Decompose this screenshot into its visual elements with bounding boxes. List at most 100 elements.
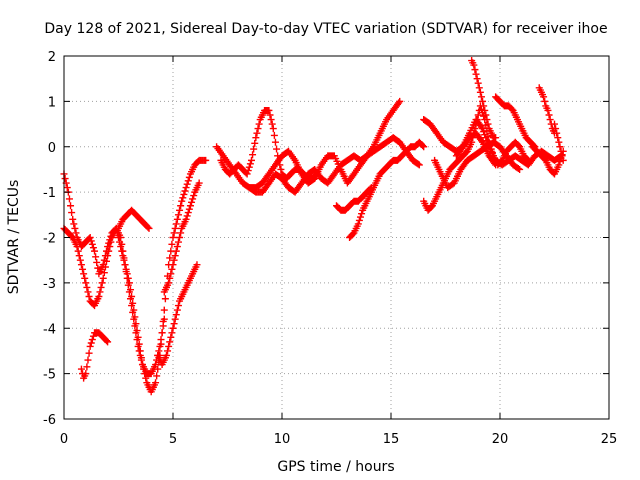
data-point xyxy=(117,234,125,241)
data-point xyxy=(174,211,182,219)
data-point xyxy=(166,274,174,282)
data-point xyxy=(67,202,75,210)
data-point xyxy=(253,129,261,137)
data-point xyxy=(170,229,178,237)
x-tick-label: 15 xyxy=(383,432,400,447)
data-point xyxy=(173,243,181,251)
data-point xyxy=(249,151,257,159)
data-point xyxy=(93,258,101,266)
data-point xyxy=(125,288,133,296)
data-point xyxy=(167,333,175,341)
data-point xyxy=(83,363,91,371)
series-arc-i xyxy=(245,134,423,196)
data-point xyxy=(177,229,185,237)
ticks: 0 5 10 15 20 25 -6 -5 -4 -3 -2 -1 0 1 2 xyxy=(43,50,617,447)
data-point xyxy=(63,184,71,192)
data-point xyxy=(171,315,179,323)
data-point xyxy=(82,370,90,378)
x-tick-label: 0 xyxy=(60,432,68,447)
data-point xyxy=(182,215,190,223)
data-point xyxy=(98,279,106,287)
data-point xyxy=(244,167,252,175)
data-point xyxy=(559,156,567,164)
data-point xyxy=(152,379,160,387)
data-point xyxy=(129,308,137,316)
data-point xyxy=(552,125,560,133)
data-point xyxy=(186,202,194,210)
data-point xyxy=(202,156,210,164)
data-point xyxy=(395,99,403,107)
data-point xyxy=(169,324,177,332)
data-point xyxy=(477,123,485,131)
y-axis-label: SDTVAR / TECUs xyxy=(6,180,22,295)
data-point xyxy=(268,120,276,128)
data-point xyxy=(420,143,428,151)
data-point xyxy=(470,61,478,69)
series-arc-c xyxy=(77,329,112,382)
data-point xyxy=(167,270,175,278)
data-point xyxy=(136,351,144,359)
data-point xyxy=(168,329,176,337)
data-point xyxy=(173,306,181,314)
data-point xyxy=(556,143,564,151)
data-point xyxy=(366,185,374,193)
data-point xyxy=(142,374,150,382)
data-point xyxy=(181,187,189,195)
data-point xyxy=(514,165,522,173)
data-point xyxy=(252,134,260,142)
data-point xyxy=(126,295,134,303)
data-point xyxy=(84,356,92,364)
y-tick-label: 0 xyxy=(48,141,56,156)
data-point xyxy=(483,116,491,124)
data-point xyxy=(245,163,253,171)
data-point xyxy=(182,184,190,192)
y-tick-label: -4 xyxy=(43,322,56,337)
data-point xyxy=(133,336,141,344)
data-point xyxy=(156,342,164,350)
data-point xyxy=(170,256,178,264)
data-point xyxy=(75,252,83,260)
data-point xyxy=(554,134,562,142)
data-point xyxy=(555,161,563,169)
data-point xyxy=(178,197,186,205)
data-point xyxy=(415,161,423,169)
y-tick-label: 1 xyxy=(48,95,56,110)
series-arc-k xyxy=(333,184,375,214)
data-point xyxy=(172,311,180,319)
data-point xyxy=(118,240,126,248)
data-point xyxy=(86,342,94,350)
data-point xyxy=(193,261,201,269)
data-point xyxy=(61,175,69,183)
data-point xyxy=(161,295,169,303)
data-point xyxy=(367,184,375,192)
data-point xyxy=(172,220,180,228)
data-point xyxy=(132,329,140,337)
data-point xyxy=(105,247,113,255)
data-point xyxy=(174,238,182,246)
data-point xyxy=(247,156,255,164)
data-point xyxy=(474,79,482,87)
data-point xyxy=(166,254,174,262)
data-point xyxy=(162,351,170,359)
data-point xyxy=(124,281,132,289)
data-point xyxy=(541,97,549,105)
data-point xyxy=(103,257,111,265)
data-point xyxy=(87,237,95,245)
data-point xyxy=(270,131,278,139)
data-point xyxy=(477,93,485,101)
data-point xyxy=(492,134,500,142)
data-point xyxy=(72,229,80,237)
data-point xyxy=(122,268,130,276)
data-point xyxy=(267,116,275,124)
data-point xyxy=(173,215,181,223)
series-arc-n xyxy=(431,138,524,192)
x-tick-label: 25 xyxy=(601,432,618,447)
series-arc-d xyxy=(115,206,153,232)
data-point xyxy=(168,265,176,273)
data-point xyxy=(77,365,85,373)
data-point xyxy=(265,106,273,114)
data-point xyxy=(172,247,180,255)
data-point xyxy=(484,120,492,128)
data-point xyxy=(99,274,107,282)
